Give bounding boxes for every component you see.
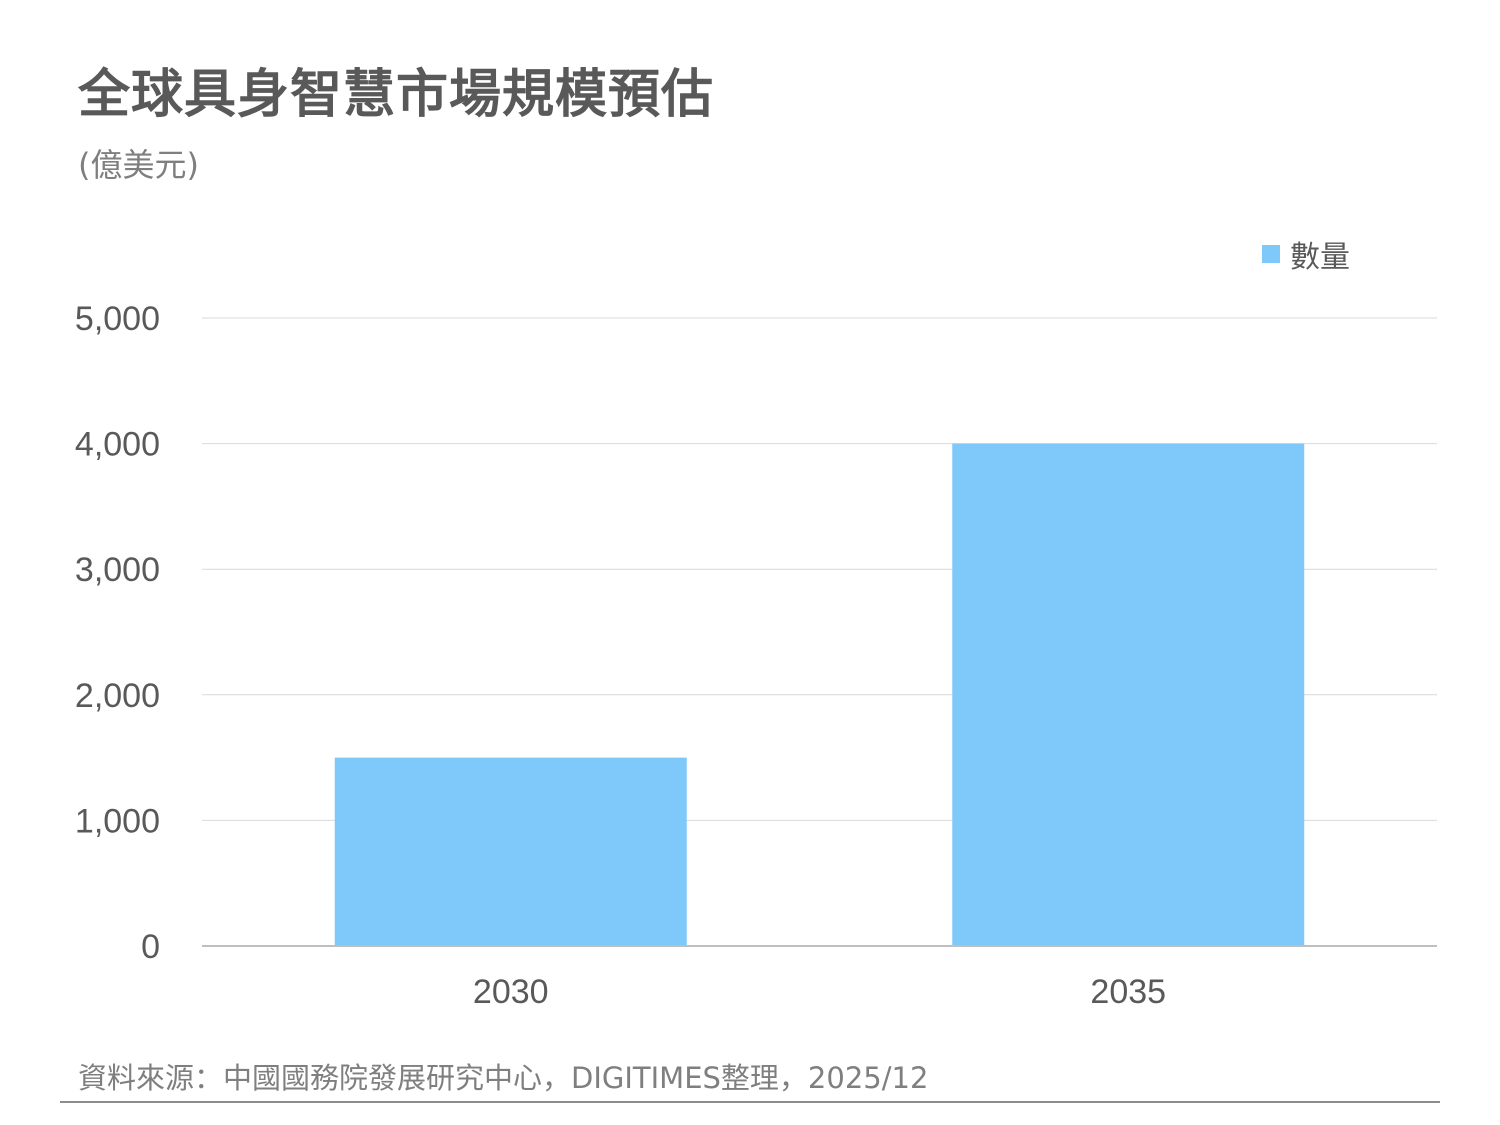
x-tick-label: 2030 bbox=[473, 973, 549, 1011]
chart-unit-label: (億美元) bbox=[78, 146, 199, 184]
y-tick-label: 0 bbox=[141, 928, 160, 966]
y-tick-label: 4,000 bbox=[75, 426, 160, 464]
chart-title: 全球具身智慧市場規模預估 bbox=[78, 65, 715, 125]
legend-label: 數量 bbox=[1290, 240, 1350, 275]
x-tick-label: 2035 bbox=[1090, 973, 1166, 1011]
legend-swatch bbox=[1262, 245, 1280, 263]
legend: 數量 bbox=[1262, 232, 1350, 276]
bar bbox=[334, 757, 687, 946]
y-tick-label: 3,000 bbox=[75, 551, 160, 589]
bar bbox=[952, 443, 1305, 946]
y-tick-label: 5,000 bbox=[75, 300, 160, 338]
y-tick-label: 1,000 bbox=[75, 802, 160, 840]
footer-divider bbox=[60, 1101, 1440, 1103]
source-note: 資料來源：中國國務院發展研究中心，DIGITIMES整理，2025/12 bbox=[78, 1061, 929, 1095]
y-tick-label: 2,000 bbox=[75, 677, 160, 715]
